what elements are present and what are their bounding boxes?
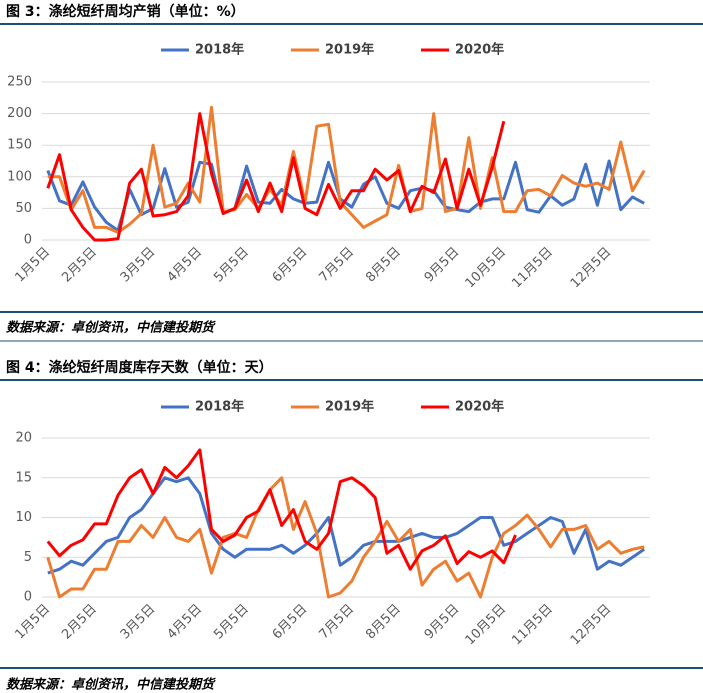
y-tick-label: 200: [7, 106, 32, 121]
y-tick-label: 100: [7, 169, 32, 184]
y-tick-label: 250: [7, 75, 32, 90]
series-line: [46, 476, 645, 599]
source-note: 数据来源：卓创资讯，中信建投期货: [6, 677, 216, 693]
y-tick-label: 15: [15, 470, 32, 485]
y-tick-label: 10: [15, 510, 32, 525]
x-tick-label: 11月5日: [509, 245, 556, 292]
x-tick-label: 4月5日: [164, 245, 205, 286]
series-line: [46, 159, 645, 232]
x-tick-label: 3月5日: [118, 245, 159, 286]
x-tick-label: 7月5日: [316, 245, 357, 286]
x-tick-label: 2月5日: [59, 245, 100, 286]
x-tick-label: 5月5日: [211, 602, 252, 643]
x-tick-label: 3月5日: [118, 602, 159, 643]
x-tick-label: 9月5日: [422, 602, 463, 643]
x-tick-label: 1月5日: [12, 602, 53, 643]
x-tick-label: 2月5日: [59, 602, 100, 643]
y-tick-label: 5: [24, 550, 32, 565]
legend-label: 2018年: [195, 42, 244, 58]
x-tick-label: 10月5日: [463, 245, 510, 292]
x-tick-label: 9月5日: [422, 245, 463, 286]
series-line: [47, 476, 646, 575]
y-tick-label: 0: [24, 590, 32, 605]
x-tick-label: 5月5日: [211, 245, 252, 286]
legend-label: 2019年: [325, 399, 374, 415]
x-tick-label: 6月5日: [270, 245, 311, 286]
legend-label: 2019年: [325, 42, 374, 58]
x-tick-label: 1月5日: [12, 245, 53, 286]
series-line: [46, 448, 517, 571]
x-tick-label: 12月5日: [568, 602, 615, 649]
y-tick-label: 50: [15, 201, 32, 216]
chart-title: 图 4：涤纶短纤周度库存天数（单位：天）: [6, 359, 273, 376]
series-line: [47, 105, 646, 234]
chart-title: 图 3：涤纶短纤周均产销（单位：%）: [6, 3, 245, 20]
series-line: [46, 112, 506, 242]
y-tick-label: 150: [7, 138, 32, 153]
y-tick-label: 20: [15, 431, 32, 446]
x-tick-label: 4月5日: [164, 602, 205, 643]
legend-label: 2020年: [455, 399, 504, 415]
x-tick-label: 6月5日: [270, 602, 311, 643]
legend-label: 2018年: [195, 399, 244, 415]
x-tick-label: 8月5日: [363, 602, 404, 643]
x-tick-label: 12月5日: [568, 245, 615, 292]
x-tick-label: 8月5日: [363, 245, 404, 286]
x-tick-label: 7月5日: [316, 602, 357, 643]
x-tick-label: 10月5日: [463, 602, 510, 649]
y-tick-label: 0: [24, 233, 32, 248]
source-note: 数据来源：卓创资讯，中信建投期货: [6, 320, 216, 336]
x-tick-label: 11月5日: [509, 602, 556, 649]
legend-label: 2020年: [455, 42, 504, 58]
